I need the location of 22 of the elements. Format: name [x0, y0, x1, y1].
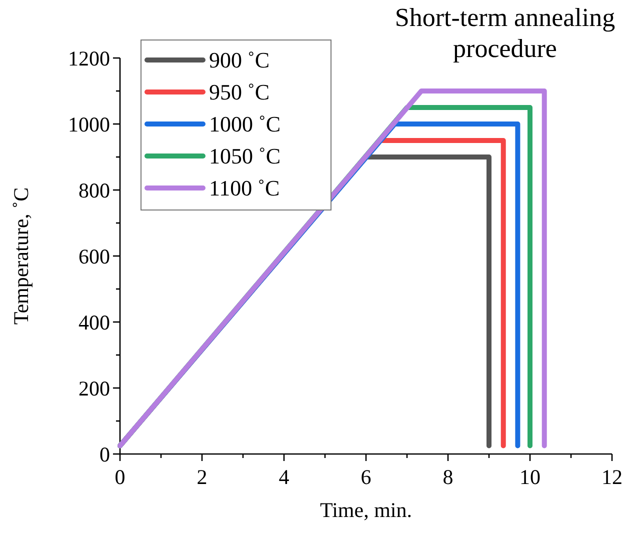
legend-label: 900 ˚C [209, 48, 270, 73]
x-tick-label: 2 [196, 465, 208, 489]
y-tick-label: 1200 [68, 46, 110, 70]
x-tick-label: 4 [278, 465, 290, 489]
x-tick-label: 6 [360, 465, 372, 489]
x-axis-title: Time, min. [320, 498, 412, 522]
y-tick-label: 400 [78, 310, 110, 334]
y-tick-label: 600 [78, 244, 110, 268]
y-tick-label: 0 [100, 442, 110, 466]
y-tick-label: 1000 [68, 112, 110, 136]
chart-title: Short-term annealing procedure [394, 3, 616, 63]
x-tick-label: 12 [602, 465, 622, 489]
legend-label: 950 ˚C [209, 80, 270, 105]
legend-label: 1100 ˚C [209, 176, 280, 201]
x-tick-label: 8 [442, 465, 454, 489]
y-tick-label: 200 [78, 376, 110, 400]
x-tick-label: 10 [520, 465, 540, 489]
y-axis-title: Temperature, ˚C [9, 187, 33, 325]
x-tick-label: 0 [114, 465, 126, 489]
y-tick-label: 800 [78, 178, 110, 202]
legend-label: 1050 ˚C [209, 144, 280, 169]
legend-label: 1000 ˚C [209, 112, 280, 137]
